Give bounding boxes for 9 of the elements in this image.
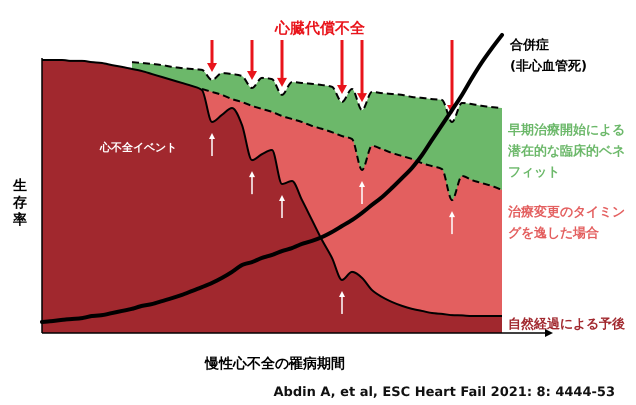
annotation: 心臓代償不全 — [274, 19, 366, 37]
series-label: 自然経過による予後 — [508, 316, 625, 332]
series-label: 早期治療開始による潜在的な臨床的ベネフィット — [507, 122, 625, 180]
annotation: 心不全イベント — [99, 141, 177, 154]
series-label: 治療変更のタイミングを逸した場合 — [507, 204, 625, 241]
series-label: 合併症 (非心血管死) — [509, 37, 587, 74]
y-axis-title: 生存率 — [12, 178, 27, 228]
x-axis-title: 慢性心不全の罹病期間 — [204, 355, 345, 372]
text: Abdin A, et al, ESC Heart Fail 2021: 8: 4444-53 — [273, 385, 615, 400]
